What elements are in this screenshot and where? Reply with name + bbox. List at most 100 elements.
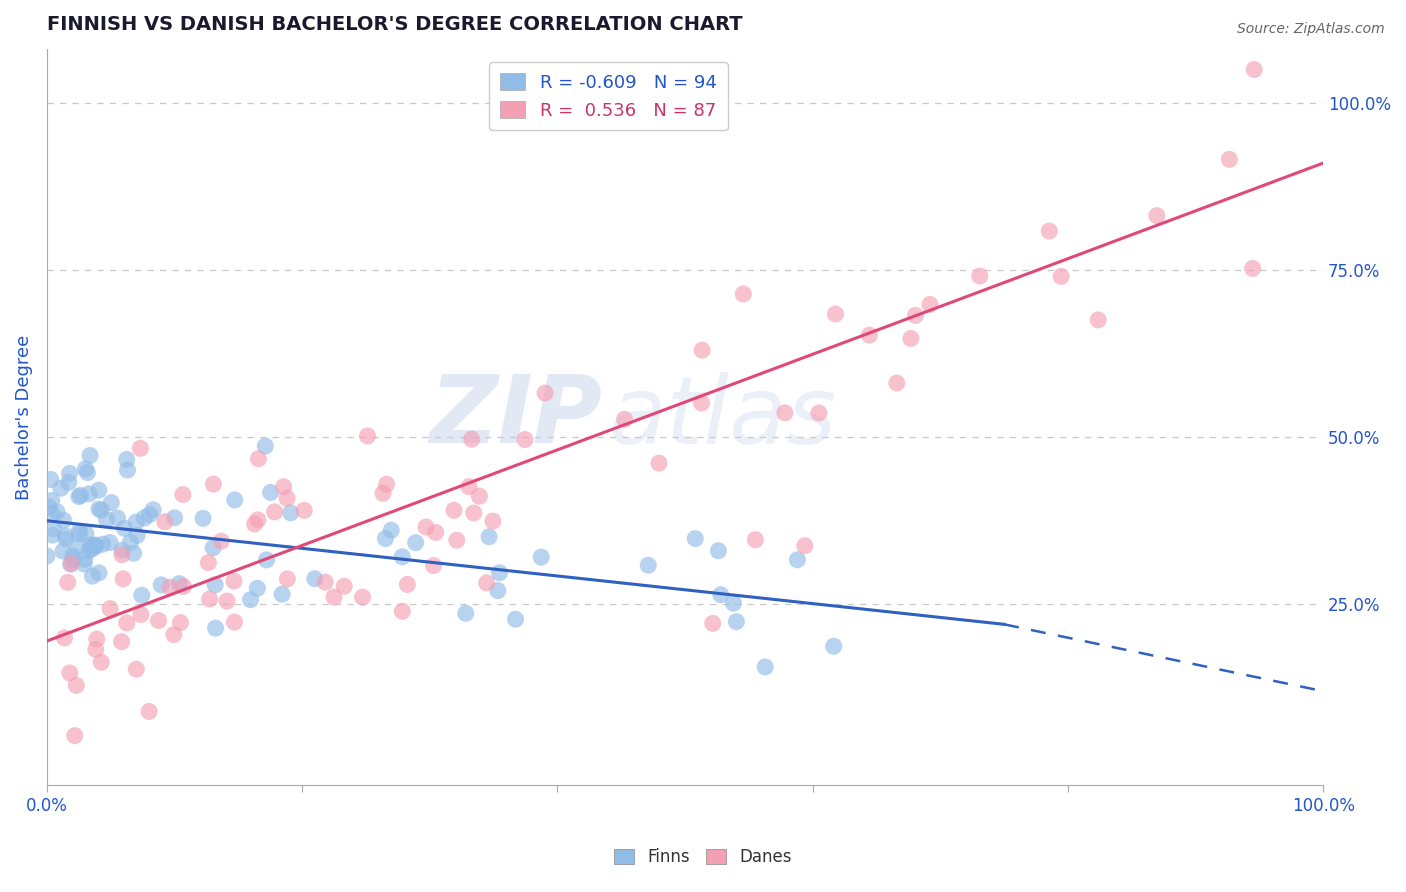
Point xyxy=(690,396,713,410)
Point xyxy=(202,541,225,555)
Point xyxy=(98,535,121,549)
Point xyxy=(461,432,484,446)
Point xyxy=(91,537,114,551)
Point xyxy=(87,566,110,580)
Point xyxy=(224,492,246,507)
Point xyxy=(280,506,302,520)
Point xyxy=(1050,269,1073,284)
Point xyxy=(375,477,398,491)
Point xyxy=(122,546,145,560)
Point xyxy=(513,433,536,447)
Point xyxy=(73,552,96,566)
Point xyxy=(131,588,153,602)
Point xyxy=(352,591,374,605)
Point xyxy=(142,503,165,517)
Point xyxy=(115,452,138,467)
Point xyxy=(690,343,713,358)
Point xyxy=(120,535,142,549)
Point xyxy=(90,503,112,517)
Point xyxy=(163,510,186,524)
Point xyxy=(530,550,553,565)
Point xyxy=(276,491,298,506)
Point xyxy=(198,592,221,607)
Point xyxy=(45,505,67,519)
Point xyxy=(159,580,181,594)
Point xyxy=(391,604,413,618)
Point xyxy=(904,309,927,323)
Point xyxy=(454,607,477,621)
Point xyxy=(115,615,138,630)
Point xyxy=(62,553,84,567)
Point xyxy=(125,662,148,676)
Point xyxy=(138,705,160,719)
Point xyxy=(191,511,214,525)
Point xyxy=(458,479,481,493)
Point xyxy=(100,495,122,509)
Point xyxy=(197,556,219,570)
Point xyxy=(77,487,100,501)
Point xyxy=(204,621,226,635)
Point xyxy=(683,532,706,546)
Point xyxy=(59,665,82,680)
Point xyxy=(125,515,148,529)
Point xyxy=(1243,62,1265,77)
Point xyxy=(63,729,86,743)
Text: FINNISH VS DANISH BACHELOR'S DEGREE CORRELATION CHART: FINNISH VS DANISH BACHELOR'S DEGREE CORR… xyxy=(46,15,742,34)
Point xyxy=(41,493,63,508)
Point xyxy=(148,614,170,628)
Point xyxy=(405,535,427,549)
Point xyxy=(323,590,346,604)
Point xyxy=(482,514,505,528)
Point xyxy=(371,486,394,500)
Point xyxy=(114,521,136,535)
Point xyxy=(858,328,880,343)
Point xyxy=(773,406,796,420)
Point xyxy=(613,412,636,426)
Point xyxy=(246,513,269,527)
Point xyxy=(49,481,72,495)
Point xyxy=(276,572,298,586)
Point xyxy=(415,520,437,534)
Point xyxy=(744,533,766,547)
Point xyxy=(202,477,225,491)
Point xyxy=(129,607,152,622)
Point xyxy=(52,544,75,558)
Text: ZIP: ZIP xyxy=(429,371,602,463)
Point xyxy=(84,540,107,554)
Point xyxy=(98,601,121,615)
Point xyxy=(215,594,238,608)
Point xyxy=(111,543,134,558)
Point xyxy=(380,523,402,537)
Point xyxy=(256,553,278,567)
Point xyxy=(478,530,501,544)
Point xyxy=(222,574,245,588)
Point xyxy=(173,579,195,593)
Point xyxy=(900,331,922,345)
Point xyxy=(239,592,262,607)
Point xyxy=(710,588,733,602)
Point xyxy=(468,489,491,503)
Point xyxy=(443,503,465,517)
Point xyxy=(62,549,84,563)
Point xyxy=(259,485,281,500)
Point xyxy=(110,634,132,648)
Point xyxy=(204,578,226,592)
Point xyxy=(79,449,101,463)
Legend: Finns, Danes: Finns, Danes xyxy=(607,842,799,873)
Point xyxy=(648,456,671,470)
Point xyxy=(475,575,498,590)
Point xyxy=(486,583,509,598)
Point xyxy=(65,678,87,692)
Point xyxy=(76,466,98,480)
Point xyxy=(1038,224,1060,238)
Point xyxy=(733,287,755,301)
Point xyxy=(117,463,139,477)
Point xyxy=(754,660,776,674)
Point xyxy=(53,529,76,543)
Point xyxy=(254,439,277,453)
Point xyxy=(112,572,135,586)
Point xyxy=(793,539,815,553)
Point xyxy=(292,503,315,517)
Point xyxy=(107,511,129,525)
Point xyxy=(83,539,105,553)
